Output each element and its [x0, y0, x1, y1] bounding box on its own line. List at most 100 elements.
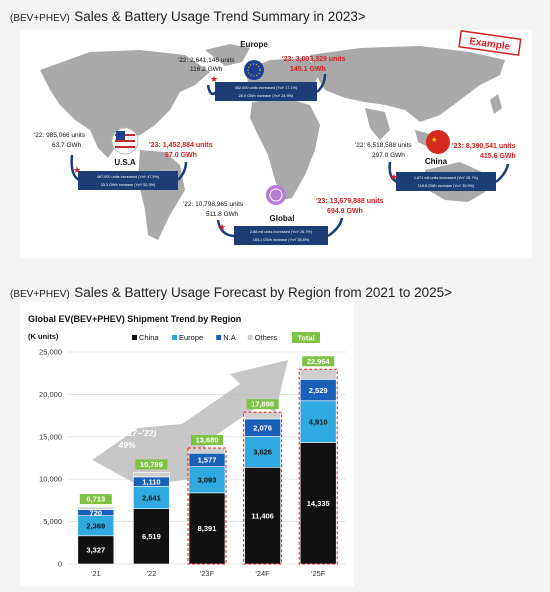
total-label-1: 10,799 [140, 460, 163, 469]
legend-label-0: China [139, 333, 159, 342]
x-tick-0: '21 [91, 569, 101, 578]
global-cur-units: '23: 13,679,888 units [316, 198, 384, 205]
region-china: ★ China '22: 6,518,588 units 297.0 GWh '… [355, 130, 516, 191]
section1-title: (BEV+PHEV) Sales & Battery Usage Trend S… [10, 8, 366, 26]
bar-label-1-2: 3,093 [198, 476, 217, 485]
bar-label-0-0: 3,327 [86, 546, 105, 555]
usa-name: U.S.A [114, 158, 136, 167]
section1-heading: Sales & Battery Usage Trend Summary in 2… [74, 9, 366, 24]
x-tick-1: '22 [147, 569, 157, 578]
bar-others-4 [299, 368, 337, 380]
legend-label-1: Europe [179, 333, 203, 342]
china-note2: 118.6 GWh increase (YoY 39.9%) [418, 184, 475, 188]
y-tick-0: 0 [58, 560, 62, 569]
china-cur-gwh: 415.6 GWh [480, 153, 516, 160]
chart-title: Global EV(BEV+PHEV) Shipment Trend by Re… [28, 314, 241, 324]
bar-china-3 [244, 466, 281, 565]
europe-name: Europe [240, 40, 268, 49]
usa-prev-units: '22: 985,066 units [34, 132, 86, 139]
bar-china-0 [77, 535, 115, 565]
china-cur-units: '23: 8,390,541 units [452, 143, 516, 150]
china-prev-gwh: 297.0 GWh [372, 152, 405, 159]
china-note1: 1,871 mil units increased (YoY 28.7%) [414, 176, 479, 180]
y-tick-4: 20,000 [39, 390, 62, 399]
section1-prefix: (BEV+PHEV) [10, 13, 70, 24]
bar-label-2-2: 1,577 [198, 456, 217, 465]
forecast-outline-4 [298, 368, 338, 565]
cagr-arrow-shape [92, 360, 288, 486]
global-note1: 2.88 mil units increased (YoY 26.7%) [250, 230, 313, 234]
bar-others-1 [133, 472, 170, 478]
china-name: China [425, 157, 448, 166]
europe-note-box [215, 82, 317, 101]
legend-swatch-3 [247, 335, 253, 340]
region-usa: U.S.A '22: 985,066 units 63.7 GWh '23: 1… [34, 127, 213, 190]
total-box-1 [135, 459, 168, 470]
legend-swatch-1 [172, 335, 177, 340]
total-box-0 [79, 494, 112, 505]
china-prev-units: '22: 6,518,588 units [355, 142, 412, 149]
total-box-2 [191, 434, 223, 445]
y-tick-5: 25,000 [39, 348, 62, 357]
bar-label-0-2: 8,391 [198, 524, 217, 533]
x-tick-4: '25F [311, 569, 326, 578]
bar-label-0-3: 11,406 [251, 511, 274, 520]
region-global: Global '22: 10,798,965 units 511.8 GWh '… [183, 185, 384, 245]
y-axis: 0 5,000 10,000 15,000 20,000 25,000 [39, 348, 62, 569]
europe-prev-units: '22: 2,641,146 units [178, 57, 235, 64]
bar-label-2-0: 720 [90, 508, 103, 517]
bar-china-2 [188, 492, 226, 565]
svg-text:★: ★ [431, 136, 437, 144]
growth-arrow: CAGR('17~'22) 49% [92, 360, 288, 486]
bar-label-2-1: 1,110 [142, 477, 160, 486]
bars: 3,327 2,369 720 6,713 6,519 2,641 1,110 10,799 8… [77, 356, 338, 565]
total-box-3 [246, 399, 279, 410]
bar-others-0 [77, 506, 115, 510]
bar-others-3 [244, 411, 281, 420]
legend-total-box [292, 332, 320, 343]
bar-label-1-3: 3,626 [253, 448, 272, 457]
legend-swatch-0 [132, 335, 137, 340]
legend-total-label: Total [297, 334, 314, 343]
example-stamp: Example [458, 30, 522, 56]
section2-prefix: (BEV+PHEV) [10, 289, 70, 300]
cagr-value: 49% [117, 440, 135, 450]
usa-note1: 467,000 units increased (YoY 47.5%) [97, 175, 160, 179]
usa-cur-units: '23: 1,452,884 units [149, 142, 213, 149]
eu-flag-icon [244, 60, 264, 80]
y-tick-1: 5,000 [43, 517, 62, 526]
europe-cur-units: '23: 3,093,329 units [282, 56, 346, 63]
usa-star-icon: ★ [73, 165, 81, 175]
global-prev-gwh: 511.8 GWh [206, 211, 239, 218]
chart-panel: Global EV(BEV+PHEV) Shipment Trend by Re… [20, 302, 354, 586]
total-label-3: 17,898 [251, 400, 274, 409]
usa-prev-gwh: 63.7 GWh [52, 142, 82, 149]
europe-star-icon: ★ [210, 74, 218, 84]
bar-label-1-1: 2,641 [142, 493, 161, 502]
usa-cur-gwh: 97.0 GWh [165, 152, 197, 159]
stacked-bar-chart: Global EV(BEV+PHEV) Shipment Trend by Re… [28, 314, 346, 578]
total-label-4: 22,964 [307, 357, 331, 366]
global-note-box [234, 226, 328, 245]
total-label-0: 6,713 [86, 495, 105, 504]
global-icon [266, 185, 286, 205]
bar-europe-2 [188, 466, 226, 494]
bar-others-2 [188, 447, 226, 454]
china-note-box [396, 172, 496, 191]
chart-legend: China Europe N.A Others Total [132, 332, 320, 343]
bar-china-4 [299, 442, 337, 565]
total-box-4 [302, 356, 335, 367]
europe-cur-gwh: 145.1 GWh [290, 66, 326, 73]
unit-label: (K units) [28, 332, 59, 341]
bar-label-1-4: 4,910 [309, 417, 328, 426]
usa-note-box [78, 171, 178, 190]
europe-note1: 452,000 units increased (YoY 17.1%) [235, 86, 298, 90]
bar-europe-4 [299, 400, 337, 443]
europe-prev-gwh: 116.2 GWh [190, 66, 223, 73]
x-axis: '21 '22 '23F '24F '25F [91, 569, 326, 578]
world-map: Europe '22: 2,641,146 units 116.2 GWh '2… [34, 30, 522, 245]
section2-title: (BEV+PHEV) Sales & Battery Usage Forecas… [10, 284, 452, 302]
global-prev-units: '22: 10,798,965 units [183, 201, 244, 208]
bar-label-0-1: 6,519 [142, 532, 161, 541]
global-name: Global [270, 214, 295, 223]
